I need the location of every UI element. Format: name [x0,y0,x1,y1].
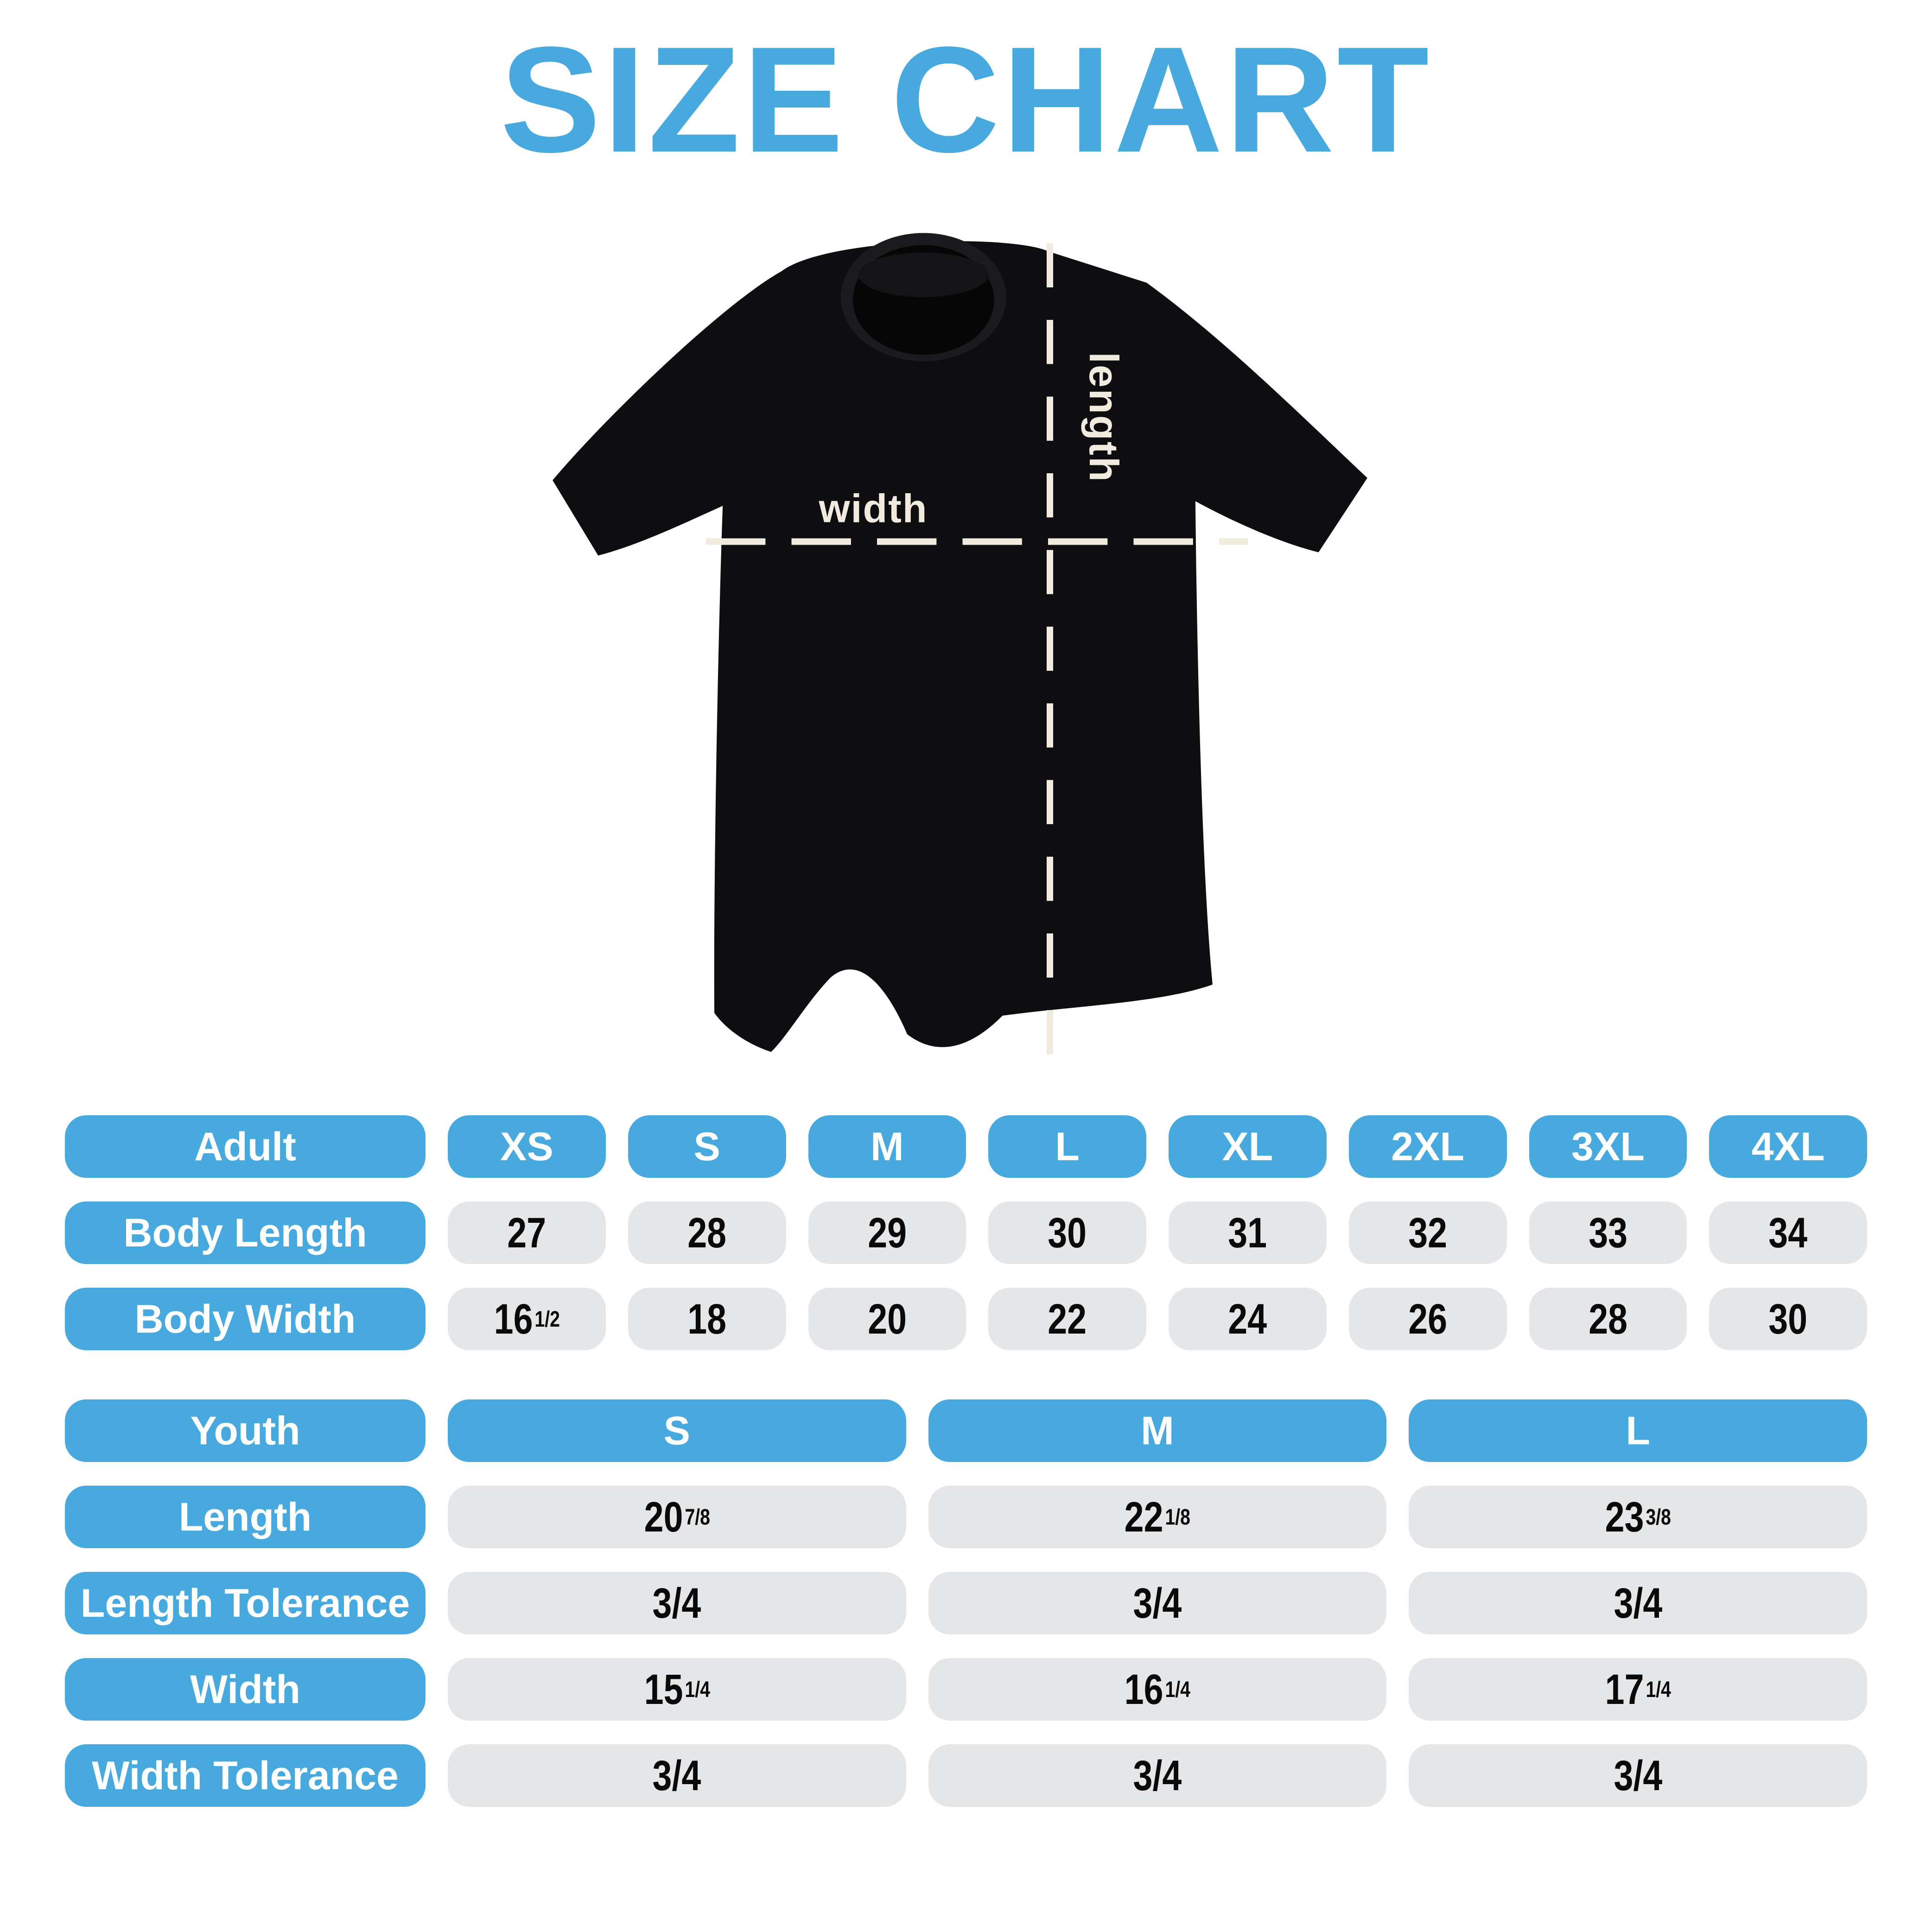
youth-value-pill: 3/4 [448,1744,906,1807]
adult-value-pill: 18 [628,1288,786,1350]
youth-value-pill: 151/4 [448,1658,906,1721]
adult-value-pill: 34 [1709,1201,1867,1264]
adult-value-pill: 24 [1169,1288,1327,1350]
adult-size-header-pill: XS [448,1115,606,1178]
youth-value-pill: 3/4 [928,1572,1387,1634]
youth-size-table: Youth S M L Length 207/8 221/8 233/8 Length Tole… [65,1399,1867,1807]
youth-value-pill: 233/8 [1409,1486,1867,1548]
adult-size-header-pill: M [808,1115,966,1178]
adult-value-pill: 27 [448,1201,606,1264]
adult-size-header-pill: XL [1169,1115,1327,1178]
youth-value-pill: 3/4 [448,1572,906,1634]
adult-size-header-pill: 2XL [1348,1115,1507,1178]
adult-value-pill: 28 [1529,1288,1687,1350]
youth-group-label-pill: Youth [65,1399,426,1462]
adult-row-label-pill: Body Width [65,1288,426,1350]
youth-size-header-pill: M [928,1399,1387,1462]
adult-value-pill: 30 [988,1201,1146,1264]
youth-value-pill: 3/4 [928,1744,1387,1807]
adult-size-header-pill: S [628,1115,786,1178]
length-label: length [1081,352,1127,483]
adult-value-pill: 28 [628,1201,786,1264]
youth-value-pill: 221/8 [928,1486,1387,1548]
adult-value-pill: 20 [808,1288,966,1350]
adult-size-header-pill: L [988,1115,1146,1178]
youth-value-pill: 161/4 [928,1658,1387,1721]
adult-value-pill: 33 [1529,1201,1687,1264]
youth-row-label-pill: Width Tolerance [65,1744,426,1807]
adult-group-label-pill: Adult [65,1115,426,1178]
page-title: SIZE CHART [500,15,1432,184]
adult-row-label-pill: Body Length [65,1201,426,1264]
adult-size-header-pill: 4XL [1709,1115,1867,1178]
adult-value-pill: 30 [1709,1288,1867,1350]
youth-row-label-pill: Length [65,1486,426,1548]
collar-inner-back [858,252,989,298]
adult-size-header-pill: 3XL [1529,1115,1687,1178]
size-tables: Adult XS S M L XL 2XL 3XL 4XL Body Length 27 28 29 30… [65,1115,1867,1807]
adult-size-table: Adult XS S M L XL 2XL 3XL 4XL Body Length 27 28 29 30… [65,1115,1867,1350]
youth-row-label-pill: Length Tolerance [65,1572,426,1634]
adult-value-pill: 32 [1348,1201,1507,1264]
youth-value-pill: 3/4 [1409,1744,1867,1807]
adult-value-pill: 31 [1169,1201,1327,1264]
adult-value-pill: 161/2 [448,1288,606,1350]
youth-size-header-pill: L [1409,1399,1867,1462]
youth-row-label-pill: Width [65,1658,426,1721]
adult-value-pill: 22 [988,1288,1146,1350]
youth-value-pill: 3/4 [1409,1572,1867,1634]
youth-value-pill: 171/4 [1409,1658,1867,1721]
tshirt-measurement-diagram: width length [528,219,1393,1062]
width-label: width [818,486,928,531]
adult-value-pill: 29 [808,1201,966,1264]
youth-size-header-pill: S [448,1399,906,1462]
tshirt-graphic: width length [553,233,1367,1055]
adult-value-pill: 26 [1348,1288,1507,1350]
youth-value-pill: 207/8 [448,1486,906,1548]
tshirt-silhouette [553,241,1367,1052]
